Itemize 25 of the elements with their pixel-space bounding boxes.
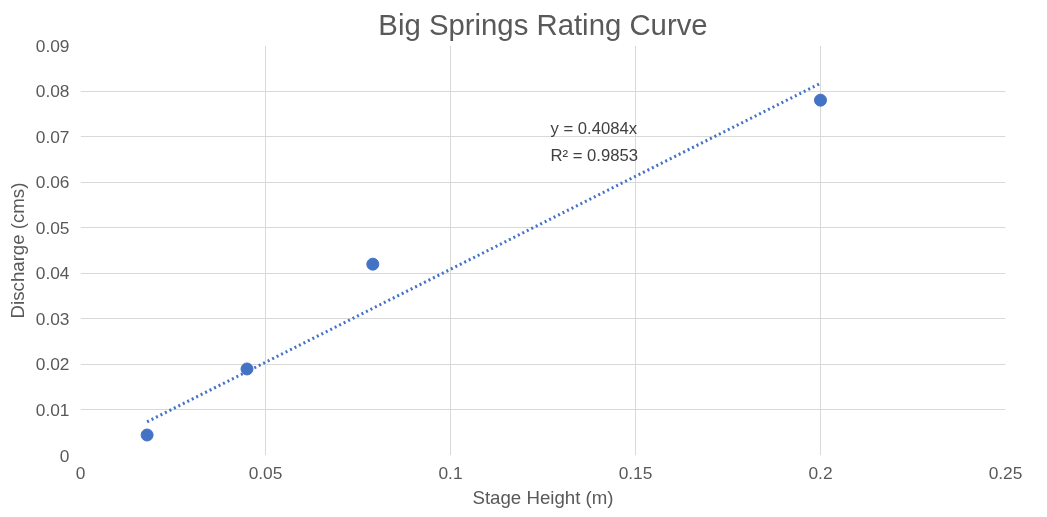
annotation: y = 0.4084x — [550, 118, 638, 138]
x-tick-label: 0.2 — [808, 462, 833, 483]
y-tick-label: 0.05 — [35, 217, 70, 238]
y-tick-label: 0 — [59, 445, 70, 466]
y-tick-label: 0.02 — [35, 354, 70, 375]
y-tick-label: 0.03 — [35, 308, 70, 329]
point — [240, 362, 254, 376]
y-tick-label: 0.08 — [35, 81, 70, 102]
y-axis-title: Discharge (cms) — [6, 182, 28, 319]
y-tick-label: 0.01 — [35, 399, 70, 420]
point — [814, 93, 827, 107]
x-tick-label: 0.25 — [988, 462, 1023, 483]
annotation: R² = 0.9853 — [550, 145, 639, 165]
chart-title: Big Springs Rating Curve — [378, 7, 708, 41]
x-axis-title: Stage Height (m) — [472, 486, 614, 508]
y-tick-label: 0.09 — [35, 35, 70, 56]
y-tick-label: 0.07 — [35, 126, 70, 147]
point — [366, 257, 380, 271]
x-tick-label: 0.05 — [248, 462, 283, 483]
x-tick-label: 0.15 — [618, 462, 653, 483]
x-tick-label: 0 — [75, 462, 86, 483]
x-tick-label: 0.1 — [438, 462, 463, 483]
y-tick-label: 0.04 — [35, 263, 70, 284]
y-tick-label: 0.06 — [35, 172, 70, 193]
point — [140, 428, 154, 442]
